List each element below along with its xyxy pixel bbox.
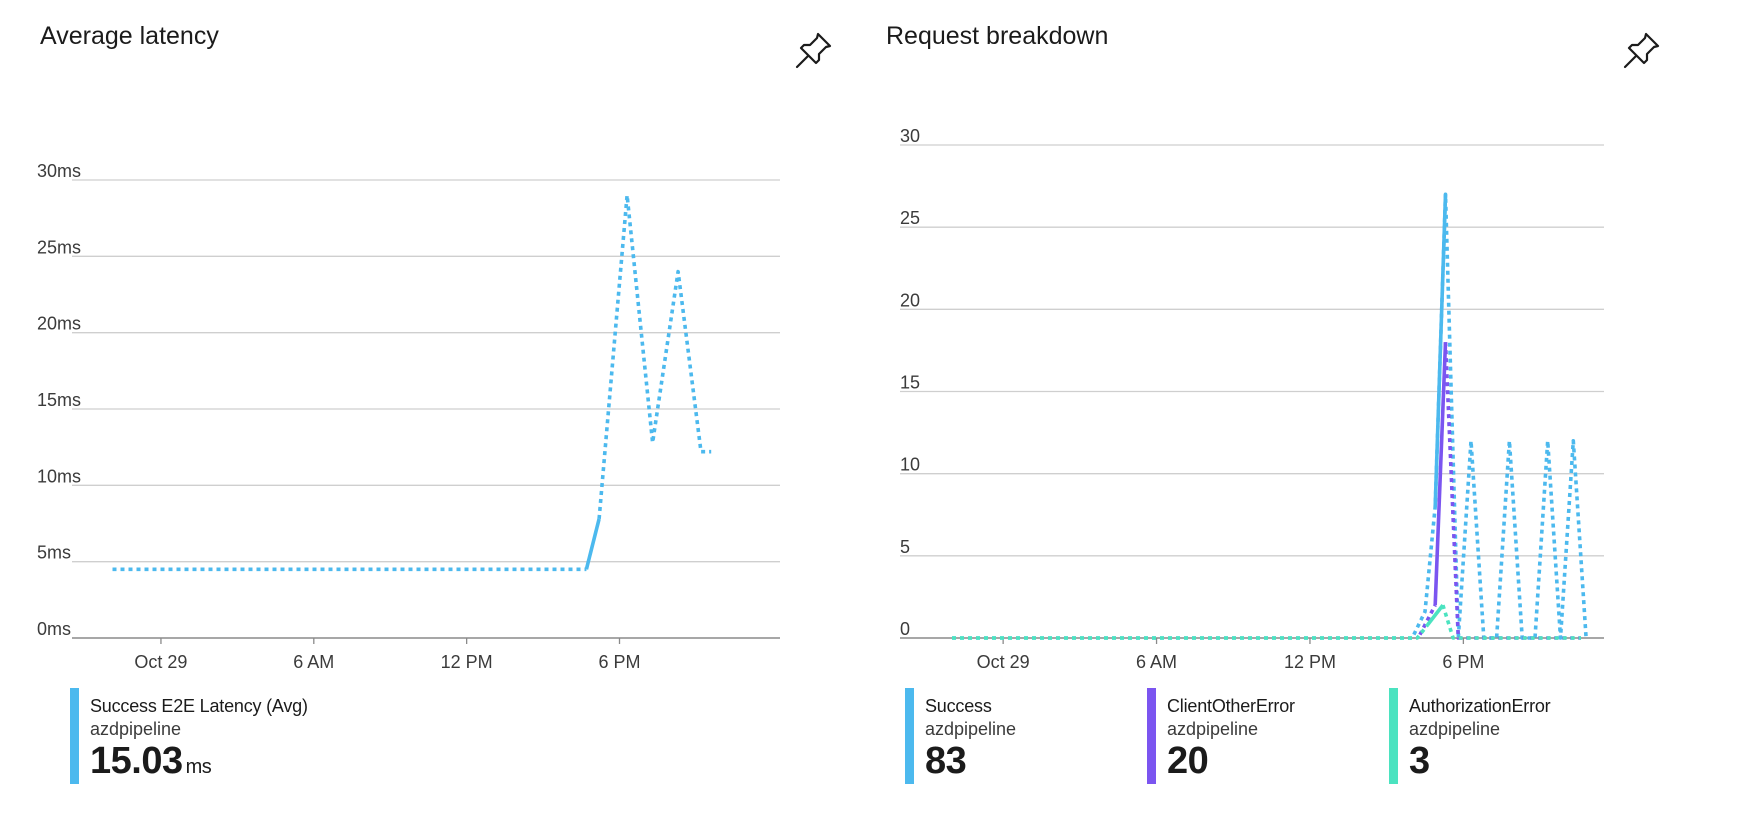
gridlines <box>900 144 1604 639</box>
y-tick-label: 30 <box>900 126 920 146</box>
legend-value: 3 <box>1409 740 1430 782</box>
pin-icon[interactable] <box>792 28 836 72</box>
legend-value-unit: ms <box>185 756 212 778</box>
legend-color-bar <box>1389 688 1398 784</box>
series-line <box>112 193 712 572</box>
legend-color-bar <box>70 688 79 784</box>
legend-value: 20 <box>1167 740 1209 782</box>
y-tick-label: 10 <box>900 455 920 475</box>
series-segment <box>1418 604 1437 636</box>
y-tick-label: 15 <box>900 373 920 393</box>
legend-series-name: ClientOtherError <box>1167 696 1295 716</box>
x-tick-label: 12 PM <box>441 652 493 672</box>
request-breakdown-chart: 0 5 10 15 20 25 30 Oct 29 6 AM 12 PM 6 PM <box>900 126 1604 672</box>
legend-value: 83 <box>925 740 967 782</box>
y-tick-label: 25 <box>900 208 920 228</box>
legend-series-source: azdpipeline <box>925 719 1017 739</box>
legend-color-bar <box>1147 688 1156 784</box>
legend-series-source: azdpipeline <box>1167 719 1259 739</box>
y-tick-label: 15ms <box>37 390 81 410</box>
y-tick-label: 5 <box>900 537 910 557</box>
legend-value-number: 15.03 <box>90 740 183 782</box>
y-tick-label: 0 <box>900 619 910 639</box>
y-tick-label: 20ms <box>37 314 81 334</box>
y-tick-label: 20 <box>900 290 920 310</box>
legend-series-name: Success <box>925 696 992 716</box>
legend-series-name: Success E2E Latency (Avg) <box>90 696 308 716</box>
legend-color-bar <box>905 688 914 784</box>
pin-icon[interactable] <box>1620 28 1664 72</box>
x-tick-label: Oct 29 <box>134 652 187 672</box>
gridlines <box>72 179 780 639</box>
series-segment <box>952 623 1430 640</box>
y-tick-label: 25ms <box>37 237 81 257</box>
legend-series-source: azdpipeline <box>90 719 182 739</box>
series-segment <box>1433 194 1448 507</box>
x-tick-label: 12 PM <box>1284 652 1336 672</box>
y-tick-label: 30ms <box>37 161 81 181</box>
x-tick-label: 6 AM <box>1136 652 1177 672</box>
y-tick-label: 10ms <box>37 466 81 486</box>
series-line <box>952 603 1581 640</box>
x-tick-label: 6 AM <box>293 652 334 672</box>
series-segment <box>1441 604 1581 640</box>
legend-value: 15.03 ms <box>90 740 212 783</box>
y-tick-label: 5ms <box>37 543 71 563</box>
series-segment <box>952 192 1588 640</box>
series-segment <box>1433 342 1448 606</box>
chart-title: Request breakdown <box>886 22 1109 50</box>
series-segment <box>584 518 601 570</box>
x-tick-label: 6 PM <box>1442 652 1484 672</box>
legend-series-name: AuthorizationError <box>1409 696 1551 716</box>
chart-title: Average latency <box>40 22 219 50</box>
x-tick-label: Oct 29 <box>977 652 1030 672</box>
legend-series-source: azdpipeline <box>1409 719 1501 739</box>
series-segment <box>1443 342 1581 640</box>
series-segment <box>597 193 712 520</box>
series-segment <box>1426 603 1445 627</box>
y-tick-label: 0ms <box>37 619 71 639</box>
series-line <box>952 192 1588 640</box>
latency-chart: 0ms 5ms 10ms 15ms 20ms 25ms 30ms Oct 29 6 AM 12 P… <box>37 161 780 672</box>
x-tick-label: 6 PM <box>598 652 640 672</box>
average-latency-panel: Average latency 0ms 5ms 10ms 15ms 20ms 25ms 30… <box>0 0 860 824</box>
request-breakdown-panel: Request breakdown 0 5 10 15 20 25 30 Oct 29 6 AM… <box>860 0 1752 824</box>
